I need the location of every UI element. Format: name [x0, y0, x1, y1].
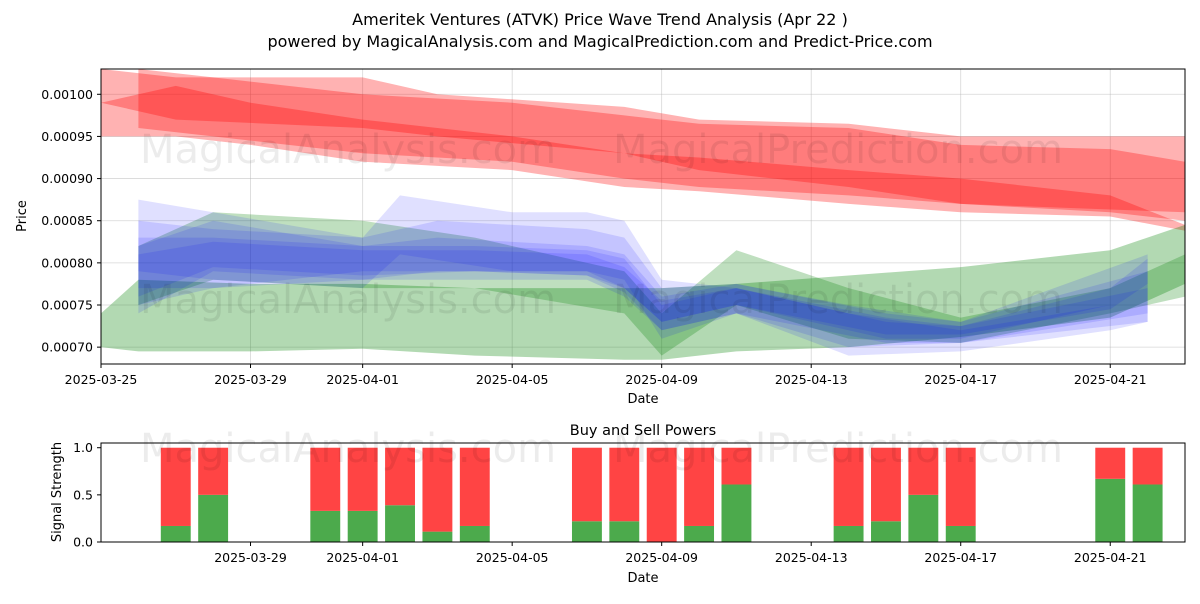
- buy-bar: [609, 521, 640, 542]
- band-blue-8: [138, 237, 1148, 343]
- bottom-x-tick-label: 2025-04-21: [1074, 550, 1147, 565]
- top-y-axis-label: Price: [15, 200, 30, 232]
- sell-bar: [684, 447, 715, 526]
- bottom-bars: [160, 447, 1163, 542]
- bottom-y-tick-label: 0.0: [73, 535, 93, 550]
- sell-bar: [160, 447, 191, 526]
- bottom-x-tick-label: 2025-04-01: [326, 550, 399, 565]
- top-x-tick-label: 2025-03-29: [214, 372, 287, 387]
- watermark-prediction-mid: MagicalPrediction.com: [613, 277, 1063, 323]
- top-plot-frame: [100, 68, 1186, 365]
- sell-bar: [721, 447, 752, 485]
- buy-bar: [908, 494, 939, 542]
- top-bands: [101, 69, 1185, 360]
- buy-bar: [160, 525, 191, 542]
- chart-title: Ameritek Ventures (ATVK) Price Wave Tren…: [352, 10, 848, 29]
- bottom-y-tick-label: 0.5: [73, 487, 93, 502]
- bottom-y-tick-label: 1.0: [73, 440, 93, 455]
- band-red-1: [101, 69, 1185, 213]
- top-x-tick-label: 2025-04-13: [775, 372, 848, 387]
- sell-bar: [908, 447, 939, 495]
- bottom-x-tick-label: 2025-04-17: [924, 550, 997, 565]
- sell-bar: [385, 447, 415, 506]
- watermark-prediction-bottom: MagicalPrediction.com: [613, 426, 1063, 472]
- top-y-tick-label: 0.00100: [41, 87, 93, 102]
- top-y-tick-label: 0.00075: [41, 298, 93, 313]
- buy-bar: [871, 521, 901, 542]
- buy-bar: [571, 521, 602, 542]
- buy-bar: [1095, 478, 1126, 542]
- watermark-prediction-top: MagicalPrediction.com: [613, 127, 1063, 173]
- top-y-ticks: 0.00070 0.00075 0.00080 0.00085 0.00090 0.000…: [41, 87, 101, 355]
- top-x-tick-label: 2025-04-01: [326, 372, 399, 387]
- band-red-2: [138, 69, 1185, 221]
- sell-bar: [871, 447, 901, 522]
- buy-bar: [459, 525, 490, 542]
- watermark-analysis-top: MagicalAnalysis.com: [140, 127, 556, 173]
- buy-bar: [198, 494, 229, 542]
- buy-bar: [310, 510, 341, 542]
- top-y-tick-label: 0.00090: [41, 171, 93, 186]
- top-grid: [100, 69, 1185, 364]
- sell-bar: [945, 447, 976, 526]
- band-red-0: [101, 85, 1185, 231]
- bottom-y-ticks: 0.0 0.5 1.0: [73, 440, 101, 550]
- buy-bar: [833, 525, 864, 542]
- buy-bar: [347, 510, 378, 542]
- band-blue-9: [138, 241, 1148, 335]
- buy-bar: [422, 531, 453, 542]
- bottom-x-axis-label: Date: [627, 571, 658, 586]
- top-x-tick-label: 2025-04-09: [625, 372, 698, 387]
- bottom-x-tick-label: 2025-04-05: [476, 550, 549, 565]
- sell-bar: [646, 447, 677, 542]
- watermark-analysis-mid: MagicalAnalysis.com: [140, 277, 556, 323]
- bottom-x-tick-label: 2025-04-13: [775, 550, 848, 565]
- bottom-x-tick-label: 2025-04-09: [625, 550, 698, 565]
- top-x-tick-label: 2025-04-21: [1074, 372, 1147, 387]
- top-x-tick-label: 2025-04-05: [476, 372, 549, 387]
- watermark-analysis-bottom: MagicalAnalysis.com: [140, 426, 556, 472]
- bottom-y-axis-label: Signal Strength: [50, 442, 65, 542]
- chart-subtitle: powered by MagicalAnalysis.com and Magic…: [267, 32, 932, 51]
- band-green-4: [138, 212, 1185, 356]
- band-blue-6: [138, 220, 1148, 348]
- band-blue-7: [138, 220, 1148, 339]
- sell-bar: [347, 447, 378, 511]
- band-green-3: [101, 224, 1185, 360]
- bottom-plot-frame: [100, 442, 1186, 543]
- buy-bar: [945, 525, 976, 542]
- bottom-chart-title: Buy and Sell Powers: [570, 423, 716, 439]
- top-x-tick-label: 2025-03-25: [65, 372, 138, 387]
- sell-bar: [833, 447, 864, 526]
- sell-bar: [1095, 447, 1126, 479]
- top-x-axis-label: Date: [627, 392, 658, 407]
- sell-bar: [198, 447, 229, 495]
- sell-bar: [459, 447, 490, 526]
- buy-bar: [721, 484, 752, 542]
- top-x-tick-label: 2025-04-17: [924, 372, 997, 387]
- bottom-x-tick-label: 2025-03-29: [214, 550, 287, 565]
- sell-bar: [571, 447, 602, 522]
- buy-bar: [385, 505, 415, 542]
- sell-bar: [422, 447, 453, 532]
- sell-bar: [310, 447, 341, 511]
- band-blue-5: [138, 195, 1148, 356]
- sell-bar: [1132, 447, 1163, 485]
- top-y-tick-label: 0.00070: [41, 340, 93, 355]
- top-x-ticks: 2025-03-25 2025-03-29 2025-04-01 2025-04-05…: [65, 364, 1147, 387]
- buy-bar: [1132, 484, 1163, 542]
- buy-bar: [684, 525, 715, 542]
- top-y-tick-label: 0.00080: [41, 255, 93, 270]
- top-y-tick-label: 0.00085: [41, 213, 93, 228]
- sell-bar: [609, 447, 640, 522]
- top-y-tick-label: 0.00095: [41, 129, 93, 144]
- bottom-x-ticks: 2025-03-29 2025-04-01 2025-04-05 2025-04-09…: [214, 542, 1147, 565]
